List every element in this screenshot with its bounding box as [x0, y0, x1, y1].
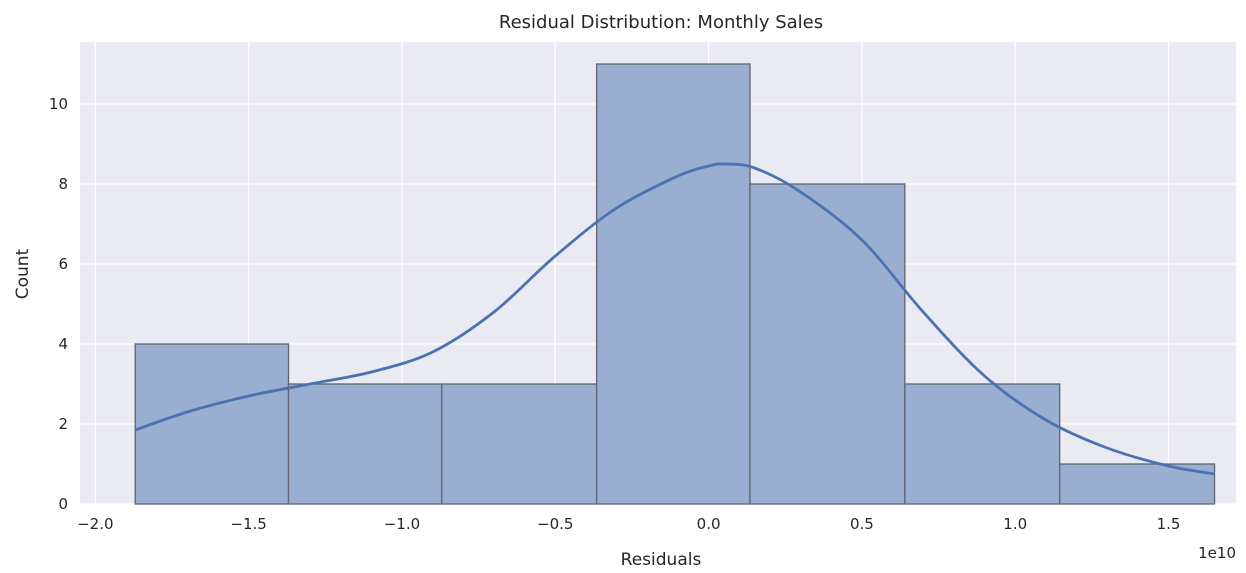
y-tick-label: 0: [58, 495, 68, 513]
x-tick-label: 0.0: [697, 515, 721, 533]
x-offset-label: 1e10: [1198, 544, 1236, 562]
x-tick-label: 1.5: [1157, 515, 1181, 533]
histogram-bar: [749, 183, 906, 505]
y-tick-label: 10: [49, 95, 68, 113]
y-tick-label: 4: [58, 335, 68, 353]
y-tick-label: 6: [58, 255, 68, 273]
histogram-bar: [596, 63, 751, 505]
kde-curve: [134, 162, 1215, 476]
histogram-bar: [134, 343, 290, 505]
histogram-bar: [441, 383, 598, 505]
x-tick-label: 0.5: [850, 515, 874, 533]
y-axis-label: Count: [13, 248, 33, 299]
x-tick-label: −1.0: [384, 515, 420, 533]
y-tick-label: 8: [58, 175, 68, 193]
x-tick-label: −2.0: [77, 515, 113, 533]
x-tick-label: −1.5: [230, 515, 266, 533]
histogram-bars: [134, 63, 1216, 505]
x-tick-label: 1.0: [1003, 515, 1027, 533]
y-tick-labels: 0 2 4 6 8 10: [49, 95, 68, 513]
histogram-bar: [904, 383, 1061, 505]
x-tick-label: −0.5: [537, 515, 573, 533]
x-tick-labels: −2.0 −1.5 −1.0 −0.5 0.0 0.5 1.0 1.5: [77, 515, 1180, 533]
x-axis-label: Residuals: [621, 550, 702, 570]
y-tick-label: 2: [58, 415, 68, 433]
chart-title: Residual Distribution: Monthly Sales: [499, 12, 823, 33]
histogram-bar: [287, 383, 443, 505]
